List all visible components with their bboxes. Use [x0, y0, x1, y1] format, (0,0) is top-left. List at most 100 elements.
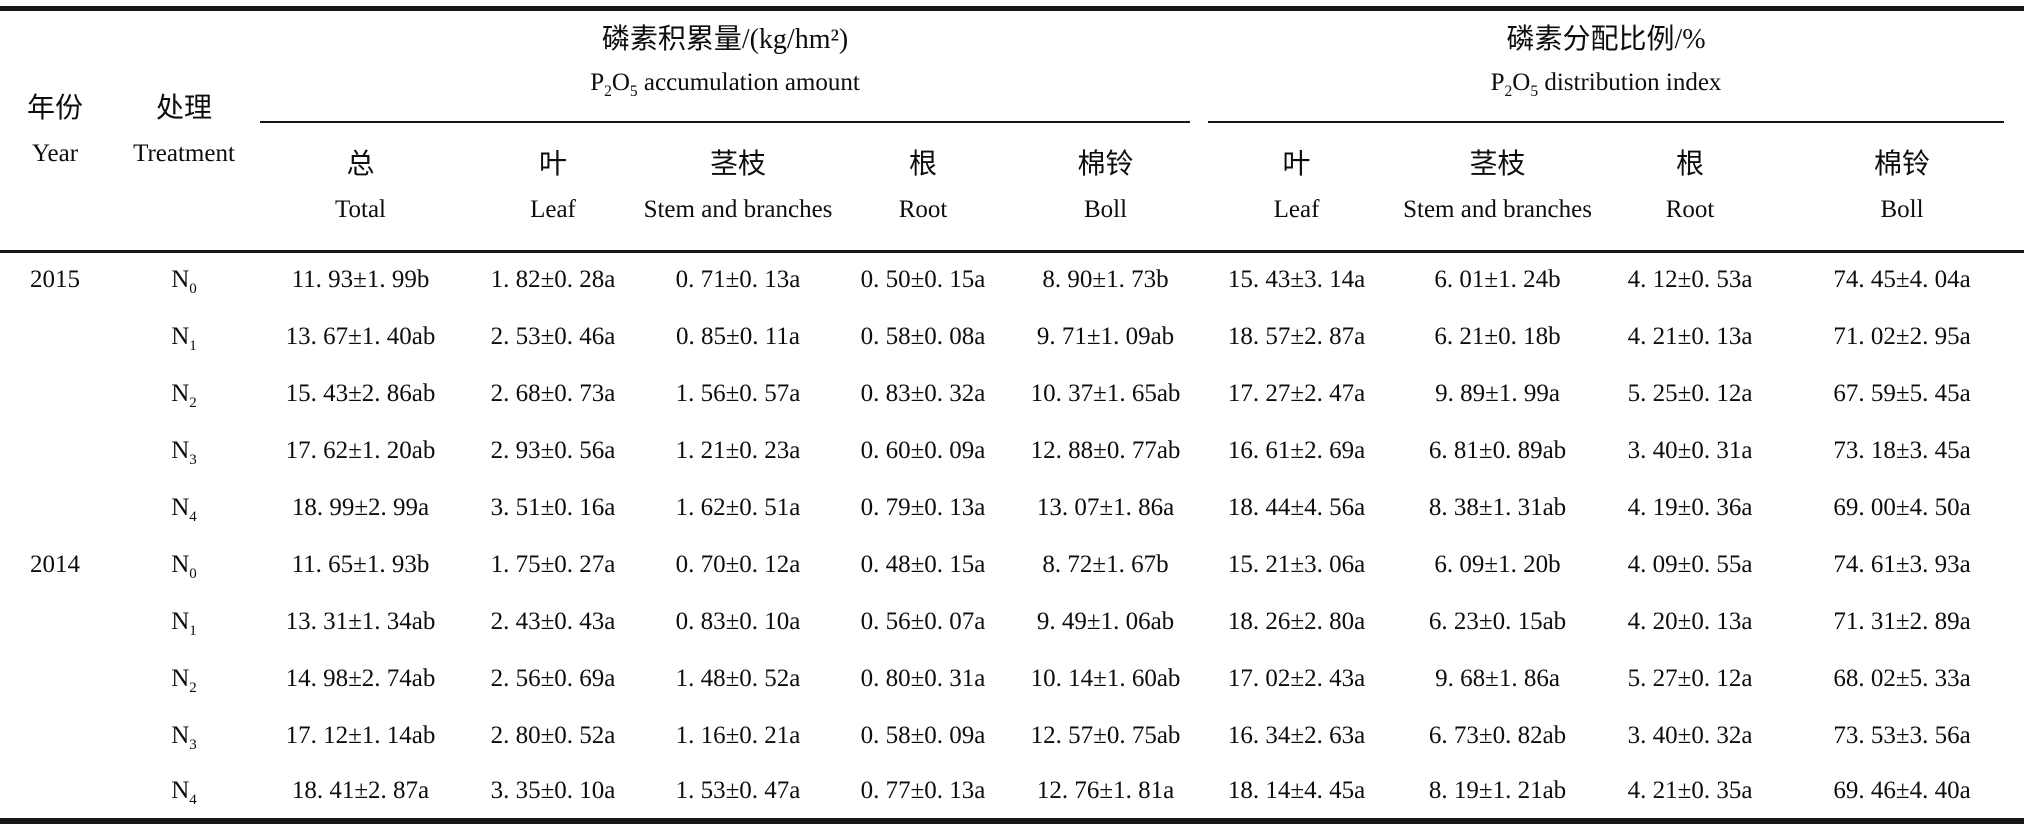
value-cell: 4. 09±0. 55a	[1627, 550, 1753, 578]
treatment-cell: N3	[110, 422, 258, 479]
value-cell: 3. 40±0. 31a	[1627, 436, 1753, 464]
treatment-cell: N4	[110, 764, 258, 821]
value-cell: 14. 98±2. 74ab	[285, 664, 436, 692]
value-cell: 6. 09±1. 20b	[1434, 550, 1561, 578]
value-cell: 4. 21±0. 13a	[1627, 322, 1753, 350]
table-row: N1 13. 31±1. 34ab 2. 43±0. 43a 0. 83±0. …	[0, 593, 2024, 650]
value-cell: 5. 25±0. 12a	[1627, 379, 1753, 407]
value-cell: 0. 85±0. 11a	[676, 322, 800, 350]
treatment-subscript: 4	[189, 792, 197, 808]
treatment-cell: N2	[110, 365, 258, 422]
leaf-dist-header-zh: 叶	[1282, 148, 1311, 180]
value-cell: 0. 58±0. 09a	[860, 721, 986, 749]
treatment-subscript: 3	[189, 736, 197, 753]
year-cell: 2015	[30, 266, 80, 294]
table-row: N1 13. 67±1. 40ab 2. 53±0. 46a 0. 85±0. …	[0, 308, 2024, 365]
treatment-cell: N2	[110, 650, 258, 707]
treatment-base: N	[171, 266, 190, 294]
boll-acc-header-zh: 棉铃	[1077, 148, 1134, 180]
value-cell: 5. 27±0. 12a	[1627, 664, 1753, 692]
accumulation-group-title-en: P2O5 accumulation amount	[590, 68, 860, 100]
col-header-boll-dist: 棉铃 Boll	[1780, 123, 2024, 253]
value-cell: 9. 89±1. 99a	[1435, 379, 1560, 407]
group-header-distribution: 磷素分配比例/% P2O5 distribution index	[1198, 9, 2024, 123]
value-cell: 12. 57±0. 75ab	[1030, 721, 1181, 749]
col-header-leaf-acc: 叶 Leaf	[463, 123, 643, 253]
value-cell: 15. 43±3. 14a	[1227, 266, 1366, 294]
treatment-base: N	[171, 664, 190, 692]
value-cell: 17. 12±1. 14ab	[285, 721, 436, 749]
value-cell: 2. 43±0. 43a	[490, 607, 616, 635]
total-header-zh: 总	[346, 148, 375, 180]
value-cell: 9. 71±1. 09ab	[1036, 322, 1175, 350]
treatment-header-en: Treatment	[133, 139, 235, 167]
value-cell: 0. 77±0. 13a	[860, 777, 986, 804]
value-cell: 6. 01±1. 24b	[1434, 266, 1561, 294]
value-cell: 4. 21±0. 35a	[1627, 777, 1753, 804]
col-header-boll-acc: 棉铃 Boll	[1013, 123, 1199, 253]
table-body: 2015 N0 11. 93±1. 99b 1. 82±0. 28a 0. 71…	[0, 251, 2024, 821]
value-cell: 0. 48±0. 15a	[860, 550, 986, 578]
value-cell: 1. 48±0. 52a	[675, 664, 801, 692]
value-cell: 1. 53±0. 47a	[675, 777, 801, 804]
stem-acc-header-zh: 茎枝	[709, 148, 766, 180]
value-cell: 0. 70±0. 12a	[675, 550, 801, 578]
value-cell: 9. 68±1. 86a	[1435, 664, 1560, 692]
value-cell: 1. 82±0. 28a	[490, 266, 616, 294]
value-cell: 18. 44±4. 56a	[1227, 493, 1366, 521]
stem-dist-header-zh: 茎枝	[1469, 148, 1526, 180]
value-cell: 0. 71±0. 13a	[675, 266, 801, 294]
value-cell: 17. 02±2. 43a	[1227, 664, 1366, 692]
value-cell: 18. 26±2. 80a	[1227, 607, 1366, 635]
treatment-cell: N3	[110, 707, 258, 764]
value-cell: 69. 46±4. 40a	[1833, 777, 1971, 804]
value-cell: 6. 81±0. 89ab	[1428, 436, 1567, 464]
root-dist-header-en: Root	[1665, 195, 1715, 223]
value-cell: 0. 60±0. 09a	[860, 436, 986, 464]
distribution-group-title-zh: 磷素分配比例/%	[1506, 23, 1706, 55]
treatment-base: N	[171, 607, 190, 635]
table-row: 2014 N0 11. 65±1. 93b 1. 75±0. 27a 0. 70…	[0, 536, 2024, 593]
value-cell: 11. 65±1. 93b	[291, 550, 430, 578]
value-cell: 17. 62±1. 20ab	[285, 436, 436, 464]
value-cell: 67. 59±5. 45a	[1833, 379, 1971, 407]
value-cell: 73. 18±3. 45a	[1833, 436, 1971, 464]
value-cell: 2. 80±0. 52a	[490, 721, 616, 749]
table-row: N3 17. 12±1. 14ab 2. 80±0. 52a 1. 16±0. …	[0, 707, 2024, 764]
col-header-root-dist: 根 Root	[1600, 123, 1781, 253]
table-row: N2 15. 43±2. 86ab 2. 68±0. 73a 1. 56±0. …	[0, 365, 2024, 422]
col-header-treatment: 处理 Treatment	[110, 8, 258, 253]
value-cell: 13. 31±1. 34ab	[285, 607, 436, 635]
year-cell	[0, 422, 110, 479]
treatment-base: N	[171, 436, 190, 464]
value-cell: 1. 75±0. 27a	[490, 550, 616, 578]
value-cell: 0. 80±0. 31a	[860, 664, 986, 692]
value-cell: 2. 53±0. 46a	[490, 322, 616, 350]
value-cell: 3. 51±0. 16a	[490, 493, 616, 521]
table-row: N4 18. 99±2. 99a 3. 51±0. 16a 1. 62±0. 5…	[0, 479, 2024, 536]
value-cell: 10. 37±1. 65ab	[1030, 379, 1181, 407]
col-header-stem-acc: 茎枝 Stem and branches	[643, 123, 833, 253]
value-cell: 12. 76±1. 81a	[1036, 777, 1175, 804]
treatment-base: N	[171, 322, 190, 350]
value-cell: 0. 79±0. 13a	[860, 493, 986, 521]
value-cell: 8. 72±1. 67b	[1042, 550, 1169, 578]
year-cell	[0, 479, 110, 536]
value-cell: 69. 00±4. 50a	[1833, 493, 1971, 521]
value-cell: 18. 14±4. 45a	[1227, 777, 1366, 804]
table-row: N2 14. 98±2. 74ab 2. 56±0. 69a 1. 48±0. …	[0, 650, 2024, 707]
value-cell: 6. 21±0. 18b	[1434, 322, 1561, 350]
value-cell: 0. 50±0. 15a	[860, 266, 986, 294]
treatment-subscript: 0	[189, 281, 197, 298]
col-header-root-acc: 根 Root	[833, 123, 1013, 253]
treatment-subscript: 2	[189, 679, 197, 696]
value-cell: 3. 35±0. 10a	[490, 777, 616, 804]
stem-acc-header-en: Stem and branches	[643, 195, 833, 223]
value-cell: 16. 34±2. 63a	[1227, 721, 1366, 749]
col-header-total: 总 Total	[258, 123, 463, 253]
treatment-subscript: 0	[189, 565, 197, 582]
value-cell: 1. 56±0. 57a	[675, 379, 801, 407]
table-row: N3 17. 62±1. 20ab 2. 93±0. 56a 1. 21±0. …	[0, 422, 2024, 479]
value-cell: 74. 61±3. 93a	[1833, 550, 1971, 578]
treatment-cell: N1	[110, 593, 258, 650]
